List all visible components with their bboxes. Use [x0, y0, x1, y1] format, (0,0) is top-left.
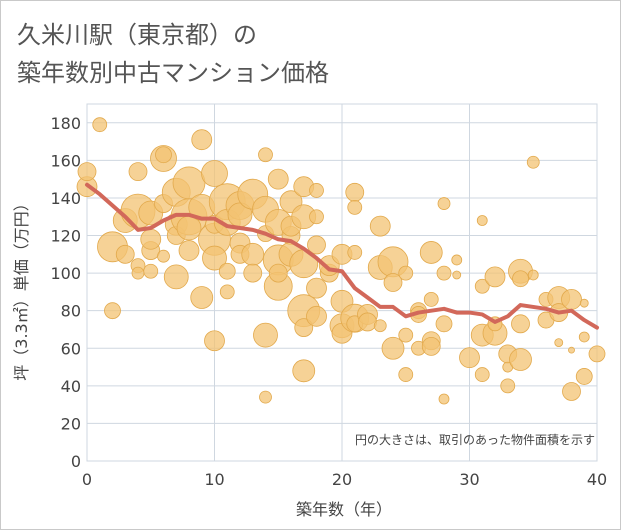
bubble-point [437, 197, 451, 210]
bubble-point [369, 215, 391, 237]
bubble-point [398, 265, 414, 281]
bubble-point [398, 327, 414, 343]
bubble-point [579, 298, 589, 308]
bubble-point [578, 331, 590, 343]
bubble-point [92, 117, 108, 133]
x-tick-label: 30 [459, 470, 479, 489]
bubble-point [423, 292, 439, 307]
y-tick-label: 120 [50, 227, 81, 246]
bubble-point [140, 228, 162, 250]
y-axis-label: 坪（3.3㎡）単価（万円） [12, 195, 31, 380]
bubble-point [474, 367, 490, 382]
y-tick-label: 40 [61, 377, 81, 396]
bubble-point [241, 242, 265, 266]
bubble-point [511, 314, 530, 334]
bubble-point [191, 129, 213, 151]
bubble-point [259, 390, 272, 404]
bubble-point [128, 162, 148, 182]
bubble-point [268, 263, 288, 283]
bubble-point [143, 263, 159, 279]
bubble-point [309, 209, 324, 225]
bubble-point [253, 322, 278, 348]
bubble-point [157, 249, 170, 263]
bubble-point [243, 263, 263, 283]
bubble-point [526, 155, 540, 169]
bubble-point [588, 345, 606, 363]
bubble-point [345, 182, 365, 202]
bubble-point [347, 199, 363, 215]
bubble-point [306, 305, 327, 327]
bubble-point [419, 241, 443, 264]
bubble-point [474, 278, 490, 294]
bubble-point [309, 183, 324, 198]
bubble-point [436, 265, 452, 281]
bubble-point [527, 269, 539, 281]
page-title-line-1: 久米川駅（東京都）の [17, 21, 257, 49]
bubble-point [77, 162, 97, 182]
bubble-point [421, 336, 441, 356]
y-tick-label: 160 [50, 151, 81, 170]
x-tick-label: 20 [332, 470, 352, 489]
y-tick-label: 60 [61, 339, 81, 358]
bubble-point [306, 277, 327, 299]
bubble-point [163, 264, 189, 290]
trend-line [85, 182, 599, 330]
y-tick-label: 0 [71, 452, 81, 471]
y-tick-label: 180 [50, 114, 81, 133]
bubble-point [568, 346, 575, 354]
bubble-point [201, 160, 228, 187]
bubble-point [383, 273, 403, 292]
bubble-point [381, 336, 405, 360]
bubble-point [476, 215, 488, 226]
bubble-point [509, 348, 532, 371]
bubble-point [438, 393, 450, 405]
x-tick-label: 0 [82, 470, 92, 489]
bubble-point [178, 240, 200, 261]
bubble-point [512, 270, 529, 288]
bubble-layer [76, 117, 606, 405]
bubble-point [562, 382, 581, 401]
y-tick-label: 20 [61, 414, 81, 433]
bubble-point [267, 168, 289, 190]
y-tick-label: 140 [50, 189, 81, 208]
trend-line-layer [85, 182, 599, 330]
bubble-point [131, 266, 145, 280]
bubble-point [204, 330, 225, 352]
x-tick-label: 10 [204, 470, 224, 489]
bubble-point [451, 254, 463, 266]
bubble-point [294, 318, 314, 337]
y-tick-label: 100 [50, 264, 81, 283]
bubble-point [202, 245, 227, 271]
x-axis-label: 築年数（年） [296, 500, 392, 519]
bubble-point [190, 286, 214, 309]
tick-label-layer: 0 10 20 30 40 0 20 40 60 80 100 120 140 160 180 [50, 114, 607, 489]
bubble-point [484, 266, 506, 288]
y-tick-label: 80 [61, 302, 81, 321]
bubble-point [452, 270, 462, 280]
page-title-line-2: 築年数別中古マンション価格 [17, 59, 329, 87]
bubble-point [155, 146, 172, 164]
bubble-point [347, 245, 363, 260]
bubble-point [258, 147, 273, 163]
x-tick-label: 40 [587, 470, 607, 489]
bubble-point [292, 359, 316, 383]
bubble-point [398, 367, 414, 382]
bubble-point [218, 262, 236, 280]
bubble-point [459, 347, 480, 369]
bubble-point [115, 244, 135, 264]
chart-note: 円の大きさは、取引のあった物件面積を示す [355, 432, 595, 447]
bubble-point [561, 289, 582, 310]
bubble-point [575, 368, 593, 385]
bubble-point [104, 302, 121, 320]
bubble-point [500, 378, 516, 394]
bubble-point [373, 319, 387, 333]
bubble-point [435, 315, 453, 333]
bubble-point [307, 235, 326, 255]
bubble-point [358, 312, 377, 332]
bubble-point [554, 338, 564, 348]
bubble-point [219, 284, 235, 300]
